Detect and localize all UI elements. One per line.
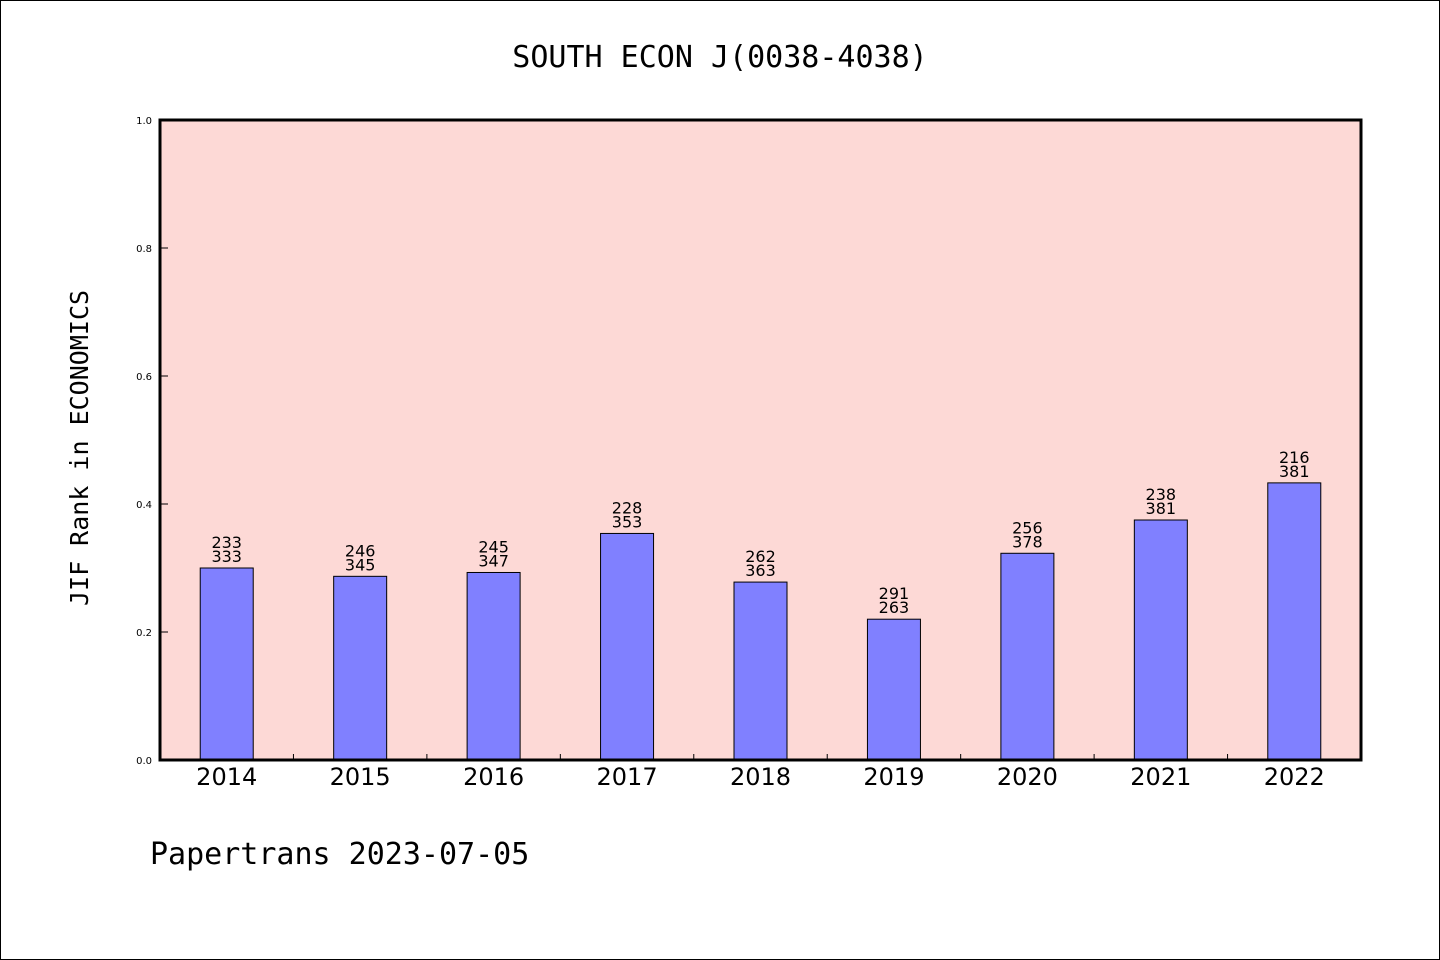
y-tick-label: 0.2 (136, 628, 152, 639)
bar-label-bottom: 381 (1146, 499, 1177, 518)
y-tick-label: 0.8 (136, 244, 152, 255)
footer-text: Papertrans 2023-07-05 (150, 837, 529, 872)
bar-label-bottom: 345 (345, 555, 376, 574)
bar-2015 (333, 575, 388, 761)
bar-2018 (733, 581, 788, 761)
y-tick-label: 1.0 (136, 116, 152, 127)
x-tick-label: 2015 (330, 763, 391, 791)
bar-label-top: 256 (1012, 518, 1043, 537)
bar-label-top: 246 (345, 541, 376, 560)
x-tick-label: 2014 (196, 763, 257, 791)
bar-label-top: 262 (745, 547, 776, 566)
bar-2019 (866, 618, 921, 761)
x-tick-label: 2016 (463, 763, 524, 791)
x-tick-label: 2021 (1130, 763, 1191, 791)
x-axis-ticks: 2014 2015 2016 2017 2018 2019 2020 2021 2022 (196, 754, 1325, 791)
plot-frame (158, 118, 1363, 762)
y-tick-label: 0.0 (136, 756, 152, 767)
y-tick-label: 0.4 (136, 500, 152, 511)
x-tick-label: 2019 (863, 763, 924, 791)
x-tick-label: 2018 (730, 763, 791, 791)
bar-label-top: 233 (211, 533, 242, 552)
bar-label-bottom: 381 (1279, 462, 1310, 481)
bar-label-bottom: 333 (211, 547, 242, 566)
bar-label-bottom: 363 (745, 561, 776, 580)
bar-2020 (1000, 552, 1055, 761)
bar-2021 (1133, 519, 1188, 761)
bar-2014 (199, 567, 254, 761)
bar-2016 (466, 571, 521, 761)
bar-label-bottom: 263 (879, 598, 910, 617)
x-tick-label: 2022 (1264, 763, 1325, 791)
bar-label-top: 228 (612, 498, 643, 517)
bar-2022 (1267, 482, 1322, 761)
bar-label-top: 291 (879, 584, 910, 603)
y-tick-label: 0.6 (136, 372, 152, 383)
y-axis-label: JIF Rank in ECONOMICS (65, 290, 94, 606)
bar-label-bottom: 353 (612, 512, 643, 531)
bar-2017 (600, 532, 655, 761)
bar-label-bottom: 347 (478, 551, 509, 570)
bar-label-top: 238 (1146, 485, 1177, 504)
x-tick-label: 2020 (997, 763, 1058, 791)
chart-title: SOUTH ECON J(0038-4038) (512, 40, 927, 75)
bar-label-top: 245 (478, 537, 509, 556)
bars-group (199, 482, 1322, 761)
bar-label-top: 216 (1279, 448, 1310, 467)
x-tick-label: 2017 (597, 763, 658, 791)
bar-label-bottom: 378 (1012, 532, 1043, 551)
